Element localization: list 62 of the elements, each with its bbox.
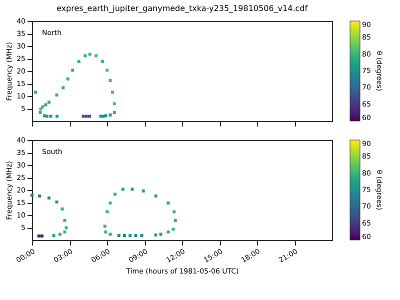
point [49,114,52,118]
point [130,188,134,191]
point [44,103,48,106]
point [55,200,58,204]
point [64,226,68,230]
point [30,194,34,197]
point [52,234,56,237]
point [134,234,138,237]
point [112,102,116,106]
point [62,86,65,90]
point [48,100,50,104]
chart-title: expres_earth_jupiter_ganymede_txka-y235_19810506_v14.cdf [56,4,308,13]
point [60,208,64,210]
point [43,114,46,118]
point [123,234,126,237]
point [34,90,37,94]
point [37,234,40,238]
point [108,114,112,116]
point [58,232,62,236]
point [112,111,116,114]
point [166,230,170,234]
point [121,188,124,191]
point [66,78,70,80]
point [140,234,144,237]
point [84,54,87,58]
point [106,210,109,214]
point [106,68,109,72]
point [56,114,58,118]
point [88,52,92,56]
point [174,219,177,222]
point [159,232,162,236]
point [172,228,175,231]
point [88,114,91,118]
point [71,68,74,72]
point [172,210,176,214]
point [63,219,66,222]
point [84,114,88,118]
point [128,234,132,237]
point [114,192,116,196]
point [82,114,85,118]
point [77,60,80,63]
point [117,234,120,237]
point [104,230,108,234]
point [154,234,158,236]
point [48,196,50,200]
point [63,230,66,234]
point [108,79,112,82]
point [101,60,104,63]
point [38,194,41,198]
point [166,202,170,204]
point [108,232,112,236]
point [41,105,44,108]
point [103,224,106,228]
point [108,202,112,204]
point [94,54,98,58]
point [38,111,42,114]
point [142,190,145,192]
point [40,234,44,238]
point [154,194,158,198]
point [111,90,114,94]
point [55,94,58,96]
point [102,114,105,118]
